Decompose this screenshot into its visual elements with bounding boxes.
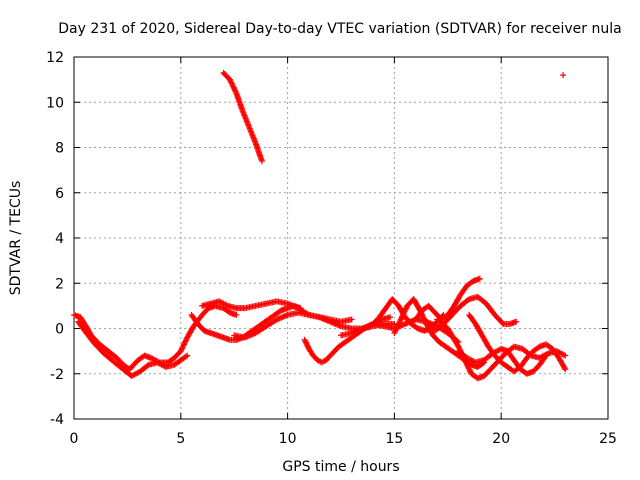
data-point bbox=[463, 361, 470, 368]
series-track-m bbox=[434, 316, 569, 382]
x-tick-label: 25 bbox=[599, 431, 617, 447]
data-point bbox=[226, 76, 233, 83]
data-point bbox=[177, 348, 184, 355]
x-tick-label: 20 bbox=[492, 431, 510, 447]
data-point bbox=[464, 297, 471, 304]
data-point bbox=[395, 321, 402, 328]
y-tick-label: -2 bbox=[50, 367, 64, 383]
data-point bbox=[399, 313, 406, 320]
x-tick-label: 15 bbox=[385, 431, 403, 447]
data-point bbox=[543, 352, 550, 359]
series-outlier bbox=[560, 72, 567, 79]
data-point bbox=[183, 335, 190, 342]
data-point bbox=[397, 317, 404, 324]
series-track-k bbox=[412, 275, 483, 323]
y-tick-label: 2 bbox=[55, 276, 64, 292]
y-tick-label: 12 bbox=[46, 50, 64, 66]
x-tick-label: 5 bbox=[176, 431, 185, 447]
y-tick-label: -4 bbox=[50, 412, 64, 428]
series-track-o bbox=[455, 345, 550, 377]
data-point bbox=[400, 311, 407, 318]
data-point bbox=[182, 338, 189, 345]
data-point bbox=[231, 86, 238, 93]
data-point bbox=[395, 320, 402, 327]
data-point bbox=[394, 323, 401, 330]
data-point bbox=[228, 80, 235, 87]
data-point bbox=[396, 319, 403, 326]
grid-lines bbox=[74, 57, 608, 419]
data-point bbox=[184, 352, 191, 359]
data-point bbox=[401, 308, 408, 315]
data-point bbox=[420, 315, 427, 322]
y-axis: -4 -2 0 2 4 6 8 10 12 bbox=[46, 50, 608, 428]
chart-title: Day 231 of 2020, Sidereal Day-to-day VTE… bbox=[58, 21, 621, 37]
data-point bbox=[562, 366, 569, 373]
data-point bbox=[397, 316, 404, 323]
data-point bbox=[463, 359, 470, 366]
data-point bbox=[227, 77, 234, 84]
data-point bbox=[542, 353, 549, 360]
data-point bbox=[420, 314, 427, 321]
data-point bbox=[421, 316, 428, 323]
y-tick-label: 10 bbox=[46, 95, 64, 111]
data-point bbox=[144, 362, 151, 369]
data-point bbox=[561, 364, 568, 371]
data-point bbox=[562, 352, 569, 359]
data-point bbox=[179, 344, 186, 351]
data-point bbox=[182, 337, 189, 344]
data-point bbox=[560, 72, 567, 79]
data-point bbox=[229, 82, 236, 89]
data-point bbox=[179, 345, 186, 352]
data-point bbox=[392, 328, 399, 335]
data-point bbox=[513, 318, 520, 325]
data-point bbox=[232, 88, 239, 95]
data-point bbox=[465, 365, 472, 372]
y-tick-label: 4 bbox=[55, 231, 64, 247]
data-point bbox=[181, 339, 188, 346]
data-point bbox=[399, 312, 406, 319]
data-point bbox=[466, 366, 473, 373]
data-points bbox=[71, 69, 569, 382]
data-point bbox=[401, 309, 408, 316]
data-point bbox=[348, 316, 355, 323]
data-point bbox=[402, 305, 409, 312]
data-point bbox=[391, 330, 398, 337]
y-axis-label: SDTVAR / TECUs bbox=[8, 181, 24, 296]
data-point bbox=[392, 327, 399, 334]
x-axis: 0 5 10 15 20 25 bbox=[70, 57, 617, 447]
data-point bbox=[476, 275, 483, 282]
data-point bbox=[178, 346, 185, 353]
data-point bbox=[230, 83, 237, 90]
data-point bbox=[230, 84, 237, 91]
series-track-a bbox=[71, 302, 240, 373]
data-point bbox=[465, 363, 472, 370]
x-tick-label: 0 bbox=[70, 431, 79, 447]
y-tick-label: 0 bbox=[55, 322, 64, 338]
data-point bbox=[258, 158, 265, 165]
data-point bbox=[464, 362, 471, 369]
data-point bbox=[499, 319, 506, 326]
x-tick-label: 10 bbox=[279, 431, 297, 447]
data-point bbox=[232, 87, 239, 94]
data-point bbox=[228, 79, 235, 86]
data-point bbox=[422, 318, 429, 325]
data-point bbox=[387, 314, 394, 321]
series-track-l bbox=[423, 293, 520, 334]
data-point bbox=[182, 353, 189, 360]
series-track-e bbox=[220, 69, 265, 165]
y-tick-label: 8 bbox=[55, 141, 64, 157]
data-point bbox=[393, 325, 400, 332]
data-point bbox=[402, 306, 409, 313]
y-tick-label: 6 bbox=[55, 186, 64, 202]
data-point bbox=[181, 341, 188, 348]
data-point bbox=[233, 311, 240, 318]
data-point bbox=[398, 315, 405, 322]
data-point bbox=[393, 324, 400, 331]
x-axis-label: GPS time / hours bbox=[282, 459, 399, 475]
data-point bbox=[467, 368, 474, 375]
series-track-b bbox=[75, 318, 191, 380]
data-point bbox=[422, 319, 429, 326]
data-point bbox=[180, 342, 187, 349]
